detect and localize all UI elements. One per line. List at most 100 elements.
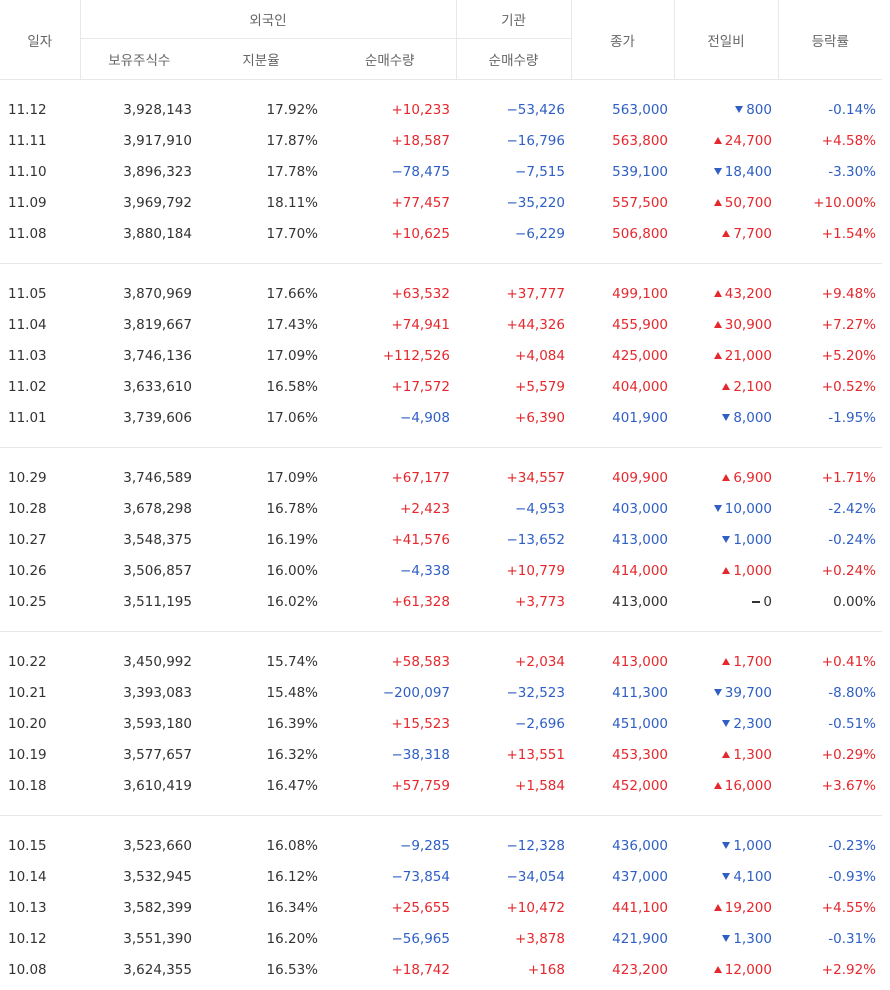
triangle-up-icon bbox=[722, 566, 731, 574]
cell-date: 10.19 bbox=[8, 746, 47, 763]
cell-rate: +10.00% bbox=[813, 194, 876, 211]
cell-change-value: 2,100 bbox=[733, 378, 772, 395]
cell-share-ratio: 16.34% bbox=[266, 899, 318, 916]
cell-foreign-net: +112,526 bbox=[382, 347, 450, 364]
cell-rate: -0.24% bbox=[828, 531, 876, 548]
cell-rate: +7.27% bbox=[821, 316, 876, 333]
cell-inst-net: +13,551 bbox=[506, 746, 565, 763]
cell-change: 16,000 bbox=[674, 770, 778, 801]
cell-share-ratio: 16.39% bbox=[266, 715, 318, 732]
cell-rate: +0.41% bbox=[821, 653, 876, 670]
cell-change: 6,900 bbox=[674, 462, 778, 493]
cell-change-value: 0 bbox=[763, 593, 772, 610]
cell-change: 7,700 bbox=[674, 218, 778, 249]
cell-share-ratio: 16.53% bbox=[266, 961, 318, 978]
cell-foreign-net: −73,854 bbox=[391, 868, 450, 885]
col-header-date: 일자 bbox=[0, 0, 80, 80]
table-row: 11.09 3,969,792 18.11% +77,457 −35,220 557,50… bbox=[0, 187, 882, 218]
table-row: 11.02 3,633,610 16.58% +17,572 +5,579 404,000… bbox=[0, 371, 882, 402]
cell-close: 455,900 bbox=[612, 316, 668, 333]
cell-change: 19,200 bbox=[674, 892, 778, 923]
group-spacer bbox=[0, 264, 882, 279]
cell-date: 11.10 bbox=[8, 163, 47, 180]
cell-close: 413,000 bbox=[612, 653, 668, 670]
cell-holdings: 3,393,083 bbox=[123, 684, 192, 701]
cell-change-value: 4,100 bbox=[733, 868, 772, 885]
group-divider bbox=[0, 801, 882, 816]
cell-date: 10.26 bbox=[8, 562, 47, 579]
table-row: 10.12 3,551,390 16.20% −56,965 +3,878 421,900… bbox=[0, 923, 882, 954]
cell-date: 11.02 bbox=[8, 378, 47, 395]
cell-inst-net: +5,579 bbox=[515, 378, 565, 395]
cell-change-value: 10,000 bbox=[724, 500, 772, 517]
cell-date: 10.20 bbox=[8, 715, 47, 732]
cell-date: 10.08 bbox=[8, 961, 47, 978]
cell-change-value: 1,000 bbox=[733, 837, 772, 854]
cell-inst-net: −53,426 bbox=[506, 101, 565, 118]
cell-rate: -8.80% bbox=[828, 684, 876, 701]
col-header-rate: 등락률 bbox=[777, 0, 882, 80]
cell-change: 1,700 bbox=[674, 646, 778, 677]
col-header-foreign: 외국인 bbox=[79, 0, 456, 39]
cell-holdings: 3,577,657 bbox=[123, 746, 192, 763]
triangle-up-icon bbox=[713, 136, 722, 144]
cell-foreign-net: +2,423 bbox=[400, 500, 450, 517]
col-header-change: 전일비 bbox=[673, 0, 778, 80]
cell-holdings: 3,593,180 bbox=[123, 715, 192, 732]
triangle-down-icon bbox=[713, 504, 722, 512]
triangle-up-icon bbox=[722, 657, 731, 665]
table-row: 10.14 3,532,945 16.12% −73,854 −34,054 437,00… bbox=[0, 861, 882, 892]
group-divider bbox=[0, 617, 882, 632]
col-header-inst-net: 순매수량 bbox=[455, 38, 571, 80]
table-row: 11.10 3,896,323 17.78% −78,475 −7,515 539,100… bbox=[0, 156, 882, 187]
cell-date: 11.09 bbox=[8, 194, 47, 211]
triangle-down-icon bbox=[722, 413, 731, 421]
triangle-up-icon bbox=[713, 781, 722, 789]
table-row: 10.21 3,393,083 15.48% −200,097 −32,523 411,3… bbox=[0, 677, 882, 708]
cell-close: 441,100 bbox=[612, 899, 668, 916]
cell-change-value: 24,700 bbox=[724, 132, 772, 149]
triangle-up-icon bbox=[713, 965, 722, 973]
triangle-up-icon bbox=[713, 903, 722, 911]
cell-change-value: 18,400 bbox=[724, 163, 772, 180]
cell-rate: -0.93% bbox=[828, 868, 876, 885]
cell-share-ratio: 16.58% bbox=[266, 378, 318, 395]
cell-foreign-net: +63,532 bbox=[391, 285, 450, 302]
cell-rate: 0.00% bbox=[833, 593, 876, 610]
cell-inst-net: −12,328 bbox=[506, 837, 565, 854]
triangle-up-icon bbox=[722, 473, 731, 481]
cell-inst-net: −35,220 bbox=[506, 194, 565, 211]
triangle-down-icon bbox=[722, 872, 731, 880]
cell-change-value: 1,700 bbox=[733, 653, 772, 670]
table-row: 11.01 3,739,606 17.06% −4,908 +6,390 401,900 8… bbox=[0, 402, 882, 433]
cell-foreign-net: +15,523 bbox=[391, 715, 450, 732]
cell-change: 800 bbox=[674, 94, 778, 125]
cell-change-value: 50,700 bbox=[724, 194, 772, 211]
cell-inst-net: +168 bbox=[527, 961, 565, 978]
table-row: 10.18 3,610,419 16.47% +57,759 +1,584 452,000… bbox=[0, 770, 882, 801]
cell-rate: -0.14% bbox=[828, 101, 876, 118]
cell-holdings: 3,746,589 bbox=[123, 469, 192, 486]
cell-change-value: 16,000 bbox=[724, 777, 772, 794]
col-header-institution: 기관 bbox=[455, 0, 571, 39]
cell-date: 10.28 bbox=[8, 500, 47, 517]
cell-close: 401,900 bbox=[612, 409, 668, 426]
cell-date: 10.21 bbox=[8, 684, 47, 701]
table-row: 10.15 3,523,660 16.08% −9,285 −12,328 436,000… bbox=[0, 830, 882, 861]
group-spacer bbox=[0, 80, 882, 95]
cell-share-ratio: 17.09% bbox=[266, 469, 318, 486]
cell-share-ratio: 17.06% bbox=[266, 409, 318, 426]
cell-close: 411,300 bbox=[612, 684, 668, 701]
cell-share-ratio: 16.02% bbox=[266, 593, 318, 610]
cell-inst-net: −4,953 bbox=[515, 500, 565, 517]
cell-rate: -0.31% bbox=[828, 930, 876, 947]
cell-change-value: 39,700 bbox=[724, 684, 772, 701]
cell-rate: +4.55% bbox=[821, 899, 876, 916]
cell-change-value: 7,700 bbox=[733, 225, 772, 242]
cell-inst-net: +3,878 bbox=[515, 930, 565, 947]
cell-foreign-net: +57,759 bbox=[391, 777, 450, 794]
cell-change-value: 1,300 bbox=[733, 930, 772, 947]
cell-foreign-net: −38,318 bbox=[391, 746, 450, 763]
table-row: 11.12 3,928,143 17.92% +10,233 −53,426 563,00… bbox=[0, 94, 882, 125]
